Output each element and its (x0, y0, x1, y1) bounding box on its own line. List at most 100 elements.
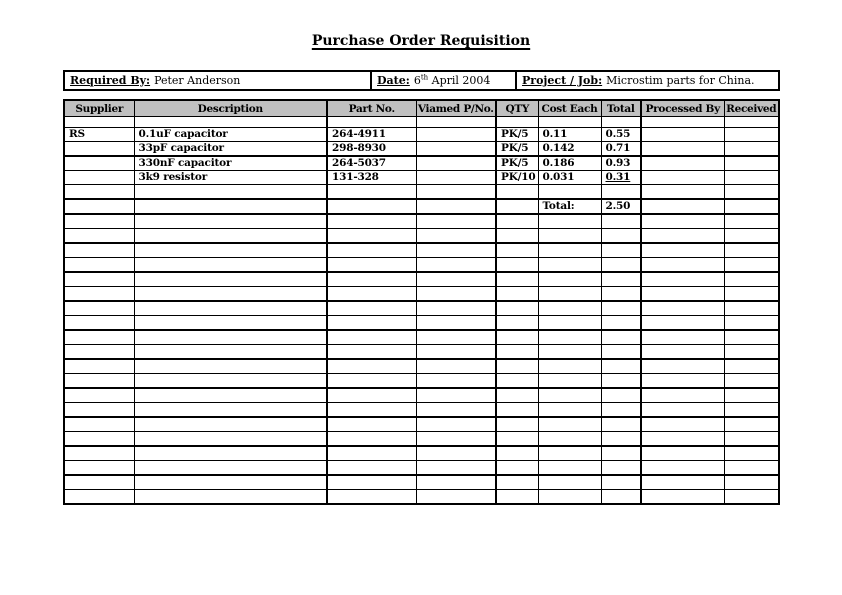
empty-table-row (63, 257, 780, 273)
empty-cell (133, 228, 328, 244)
empty-cell (415, 445, 497, 461)
empty-cell (495, 315, 539, 331)
empty-cell (723, 198, 780, 215)
empty-cell (600, 228, 642, 244)
empty-cell (326, 271, 417, 287)
part-no-cell: 131-328 (326, 170, 417, 185)
empty-cell (640, 460, 725, 476)
col-header-qty: QTY (495, 99, 539, 117)
empty-cell (63, 344, 135, 360)
table-row: 3k9 resistor 131-328 PK/10 0.031 0.31 (63, 170, 780, 185)
empty-cell (63, 198, 135, 215)
empty-cell (600, 373, 642, 389)
col-header-supplier: Supplier (63, 99, 135, 117)
empty-cell (723, 242, 780, 258)
table-row: 330nF capacitor 264-5037 PK/5 0.186 0.93 (63, 155, 780, 171)
empty-cell (415, 242, 497, 258)
empty-cell (326, 228, 417, 244)
empty-cell (537, 373, 602, 389)
description-cell: 330nF capacitor (133, 155, 328, 171)
empty-cell (640, 474, 725, 490)
received-cell (723, 127, 780, 142)
empty-cell (63, 387, 135, 403)
empty-table-row (63, 228, 780, 244)
empty-cell (326, 315, 417, 331)
empty-cell (415, 184, 497, 200)
empty-cell (640, 445, 725, 461)
processed-by-cell (640, 141, 725, 157)
empty-cell (63, 228, 135, 244)
empty-cell (495, 474, 539, 490)
empty-cell (63, 358, 135, 374)
empty-cell (723, 373, 780, 389)
empty-cell (133, 213, 328, 229)
empty-cell (723, 460, 780, 476)
empty-cell (723, 184, 780, 200)
date-label: Date: (377, 73, 410, 87)
empty-cell (600, 315, 642, 331)
empty-cell (495, 344, 539, 360)
empty-table-row (63, 213, 780, 229)
supplier-cell (63, 155, 135, 171)
supplier-cell (63, 141, 135, 157)
empty-cell (63, 460, 135, 476)
empty-cell (415, 286, 497, 302)
empty-table-row (63, 387, 780, 403)
cost-each-cell: 0.11 (537, 127, 602, 142)
empty-cell (600, 257, 642, 273)
empty-cell (63, 116, 135, 128)
empty-table-row (63, 286, 780, 302)
empty-cell (640, 257, 725, 273)
col-header-viamed-pno: Viamed P/No. (415, 99, 497, 117)
empty-cell (537, 474, 602, 490)
col-header-processed-by: Processed By (640, 99, 725, 117)
date-cell: Date: 6th April 2004 (370, 70, 517, 91)
empty-cell (640, 198, 725, 215)
empty-cell (600, 329, 642, 345)
date-value: 6th April 2004 (413, 72, 491, 87)
empty-cell (537, 315, 602, 331)
description-cell: 3k9 resistor (133, 170, 328, 185)
required-by-label: Required By: (70, 73, 151, 87)
empty-cell (537, 329, 602, 345)
empty-cell (537, 184, 602, 200)
empty-cell (63, 242, 135, 258)
empty-cell (63, 184, 135, 200)
table-row: 33pF capacitor 298-8930 PK/5 0.142 0.71 (63, 141, 780, 157)
empty-cell (600, 344, 642, 360)
empty-cell (326, 358, 417, 374)
empty-cell (63, 489, 135, 505)
empty-cell (326, 402, 417, 418)
empty-cell (326, 344, 417, 360)
empty-cell (723, 416, 780, 432)
empty-table-row (63, 344, 780, 360)
empty-cell (640, 271, 725, 287)
received-cell (723, 155, 780, 171)
description-cell: 0.1uF capacitor (133, 127, 328, 142)
empty-table-row (63, 242, 780, 258)
viamed-pno-cell (415, 170, 497, 185)
total-cell: 0.93 (600, 155, 642, 171)
empty-cell (63, 416, 135, 432)
table-header-row: Supplier Description Part No. Viamed P/N… (63, 99, 780, 117)
empty-cell (133, 416, 328, 432)
empty-cell (133, 387, 328, 403)
empty-cell (415, 358, 497, 374)
empty-cell (326, 257, 417, 273)
empty-table-row (63, 271, 780, 287)
received-cell (723, 141, 780, 157)
empty-cell (133, 184, 328, 200)
empty-cell (415, 489, 497, 505)
qty-cell: PK/5 (495, 155, 539, 171)
empty-cell (415, 228, 497, 244)
empty-cell (600, 387, 642, 403)
empty-cell (640, 387, 725, 403)
empty-table-row (63, 474, 780, 490)
empty-cell (133, 474, 328, 490)
empty-table-row (63, 489, 780, 505)
empty-cell (63, 213, 135, 229)
empty-cell (495, 445, 539, 461)
supplier-cell: RS (63, 127, 135, 142)
empty-cell (415, 116, 497, 128)
spacer-row (63, 116, 780, 128)
